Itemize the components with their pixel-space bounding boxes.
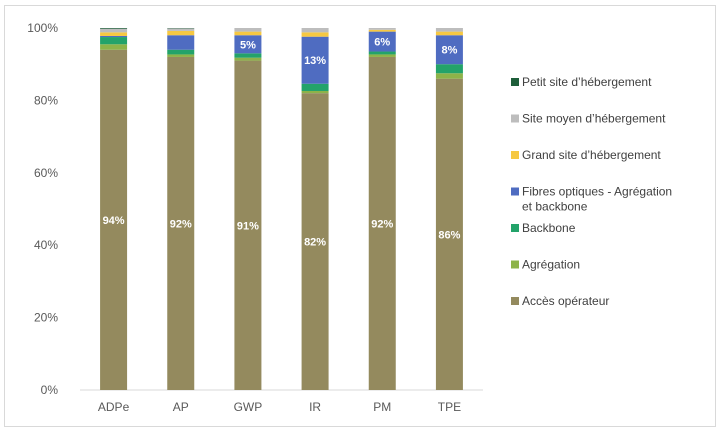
x-tick-label: ADPe [98,400,130,414]
legend-item: Fibres optiques - Agrégation et backbone [511,185,672,214]
legend-label: Site moyen d’hébergement [522,112,666,126]
bar-segment [435,78,463,391]
bar-segment [234,57,262,61]
legend-item: Grand site d’hébergement [511,148,661,162]
x-tick-label: PM [373,400,391,414]
bar-segment [234,60,262,391]
bar-segment [368,29,396,32]
x-tick-label: AP [173,400,189,414]
data-label: 92% [170,218,192,230]
bar-stack-pm: 92% 6% [368,28,396,391]
y-tick-label: 60% [34,166,58,180]
bar-segment [368,54,396,57]
legend-item: Backbone [511,221,576,235]
legend-swatch [511,187,519,196]
bar-stack-ap: 92% [167,28,195,391]
bar-segment [100,28,128,33]
legend-swatch [511,114,519,123]
x-tick-label: TPE [438,400,461,414]
bar-segment [234,53,262,58]
legend-label: Petit site d’hébergement [522,75,652,89]
data-label: 91% [237,220,259,232]
bar-segment [301,32,329,37]
bar-stack-adpe: 94% [100,28,128,390]
bar-segment [100,32,128,36]
data-label: 94% [103,215,125,227]
legend-item: Petit site d’hébergement [511,75,652,89]
bar-segment [368,31,396,52]
bar-segment [234,31,262,36]
legend: Petit site d’hébergement Site moyen d’héb… [511,75,672,308]
y-tick-label: 100% [27,21,58,35]
x-tick-label: IR [309,400,321,414]
bar-segment [167,54,195,57]
bar-segment [167,30,195,36]
bar-segment [368,28,396,30]
legend-swatch [511,78,519,86]
y-tick-label: 20% [34,311,58,325]
data-label: 86% [438,229,460,241]
bar-segment [435,64,463,74]
legend-label: Grand site d’hébergement [522,148,661,162]
bar-segment [301,36,329,84]
data-label: 82% [304,237,326,249]
bar-segment [301,93,329,390]
legend-label: Fibres optiques - Agrégation et backbone [522,185,672,214]
bar-segment [435,73,463,79]
x-tick-label: GWP [234,400,263,414]
legend-item: Agrégation [511,258,580,272]
bar-segment [301,28,329,33]
bar-segment [100,44,128,50]
data-label: 5% [240,39,256,51]
bar-segment [167,49,195,55]
bar-segment [167,28,195,31]
legend-swatch [511,151,519,159]
data-label: 92% [371,218,393,230]
legend-swatch [511,297,519,305]
bar-segment [368,56,396,391]
bar-segment [435,28,463,32]
bar-segment [368,51,396,55]
bar-segment [234,28,262,32]
bar-segment [100,37,128,45]
bar-segment [435,31,463,36]
data-label: 6% [374,37,390,49]
bar-segment [301,90,329,94]
bar-segment [435,35,463,65]
y-tick-label: 0% [41,383,59,397]
y-tick-label: 80% [34,93,58,107]
plot-area: 0% 20% 40% 60% 80% 100% 94% ADPe 92% AP 91% 5% GWP 82… [27,21,483,414]
data-label: 8% [441,45,457,57]
legend-item: Site moyen d’hébergement [511,112,666,126]
bar-segment [167,56,195,391]
bar-stack-ir: 82% 13% [301,28,329,390]
bar-segment [100,49,128,390]
legend-label: Accès opérateur [522,294,609,308]
bar-stack-tpe: 86% 8% [435,28,463,391]
bar-segment [234,35,262,54]
data-label: 13% [304,55,326,67]
legend-swatch [511,260,519,269]
y-tick-label: 40% [34,238,58,252]
bar-segment [100,28,128,29]
legend-label: Backbone [522,221,576,235]
chart-frame: 0% 20% 40% 60% 80% 100% 94% ADPe 92% AP 91% 5% GWP 82… [4,5,716,427]
bar-segment [100,35,128,38]
bar-segment [167,35,195,50]
bar-segment [301,83,329,91]
stacked-bar-chart: 0% 20% 40% 60% 80% 100% 94% ADPe 92% AP 91% 5% GWP 82… [27,21,672,414]
bar-stack-gwp: 91% 5% [234,28,262,391]
legend-swatch [511,224,519,232]
legend-item: Accès opérateur [511,294,609,308]
legend-label: Agrégation [522,258,580,272]
